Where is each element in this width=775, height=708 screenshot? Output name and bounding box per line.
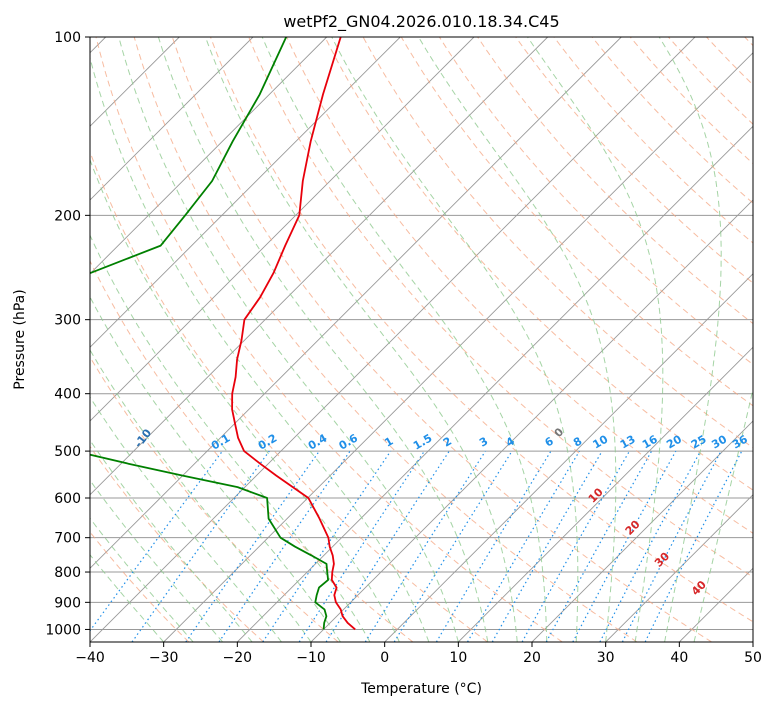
dry-adiabat-line <box>324 37 753 491</box>
plot-area: 0.10.20.40.611.52346810131620253036-100-… <box>90 37 753 642</box>
moist-adiabat-line <box>90 517 194 642</box>
mixing-ratio-line <box>572 450 677 642</box>
isotherm-line <box>90 37 696 642</box>
mixing-ratio-line <box>185 450 320 642</box>
mixing-ratio-line <box>298 450 425 642</box>
moist-adiabat-line <box>693 386 753 642</box>
moist-adiabat-line <box>204 37 518 642</box>
isotherm-line <box>163 52 753 642</box>
y-axis-ticks: 1000 900 800 700 600 500 400 300 200 100 <box>45 30 90 638</box>
isotherm-line <box>90 37 328 275</box>
moist-adiabat-line <box>90 479 223 642</box>
moist-adiabat-line <box>261 37 548 642</box>
y-tick-label: 100 <box>54 30 81 46</box>
y-tick-label: 900 <box>54 595 81 611</box>
isotherm-line <box>384 273 753 642</box>
isotherm-line <box>90 37 401 348</box>
isotherm-line <box>531 420 753 642</box>
temperature-profile-line <box>231 37 356 631</box>
y-tick-label: 300 <box>54 313 81 329</box>
x-tick-label: 40 <box>670 650 688 666</box>
x-tick-label: −30 <box>149 650 179 666</box>
moist-adiabat-line <box>331 37 579 642</box>
moist-adiabats <box>90 37 753 642</box>
mixing-ratio-line <box>393 450 513 642</box>
plot-frame <box>89 36 754 643</box>
profile-series <box>90 37 356 631</box>
dry-adiabat-line <box>210 37 753 623</box>
moist-adiabat-line <box>90 296 341 642</box>
isotherm-line <box>457 346 753 642</box>
moist-adiabat-line <box>418 37 617 642</box>
mixing-ratio-lines <box>90 450 743 642</box>
moist-adiabat-line <box>658 37 722 642</box>
moist-adiabat-line <box>90 234 371 642</box>
x-axis-label: Temperature (°C) <box>360 681 482 697</box>
y-tick-label: 400 <box>54 387 81 403</box>
dry-adiabat-line <box>95 37 563 642</box>
moist-adiabat-line <box>90 55 430 642</box>
y-tick-label: 800 <box>54 565 81 581</box>
mixing-ratio-line <box>466 450 580 642</box>
dewpoint-profile-line <box>90 37 329 630</box>
y-tick-label: 1000 <box>45 622 81 638</box>
dry-adiabat-line <box>90 445 264 642</box>
y-tick-label: 200 <box>54 208 81 224</box>
isotherm-line <box>90 37 549 496</box>
isotherm-line <box>605 494 753 642</box>
dry-adiabat-line <box>133 37 638 642</box>
isotherm-gridlines <box>90 37 753 642</box>
isotherm-line <box>90 37 622 569</box>
x-tick-label: −10 <box>296 650 326 666</box>
x-tick-label: 20 <box>523 650 541 666</box>
isobar-gridlines <box>90 37 753 630</box>
moist-adiabat-line <box>90 158 400 642</box>
isotherm-line <box>90 37 254 201</box>
isotherm-line <box>90 37 475 422</box>
y-tick-label: 700 <box>54 531 81 547</box>
x-tick-label: 30 <box>597 650 615 666</box>
x-axis-ticks: −40 −30 −20 −10 0 10 20 30 40 50 <box>75 642 762 666</box>
mixing-ratio-line <box>435 450 552 642</box>
moist-adiabat-line <box>527 37 664 642</box>
dry-adiabat-line <box>248 37 753 578</box>
x-tick-label: −40 <box>75 650 105 666</box>
mixing-ratio-line <box>325 450 450 642</box>
x-tick-label: 0 <box>380 650 389 666</box>
x-tick-label: 50 <box>744 650 762 666</box>
mixing-ratio-line <box>262 450 392 642</box>
x-tick-label: 10 <box>449 650 467 666</box>
dry-adiabat-line <box>90 259 414 642</box>
y-tick-label: 600 <box>54 491 81 507</box>
moist-adiabat-line <box>90 439 253 642</box>
moist-adiabat-line <box>157 37 489 642</box>
dry-adiabat-line <box>286 37 753 534</box>
y-axis-label: Pressure (hPa) <box>12 289 28 389</box>
moist-adiabat-line <box>90 349 312 642</box>
mixing-ratio-line <box>364 450 486 642</box>
chart-title: wetPf2_GN04.2026.010.18.34.C45 <box>283 12 559 32</box>
isotherm-line <box>236 125 753 642</box>
y-tick-label: 500 <box>54 444 81 460</box>
dry-adiabat-line <box>515 37 753 284</box>
dry-adiabat-line <box>171 37 712 642</box>
mixing-ratio-line <box>599 450 702 642</box>
mixing-ratio-line <box>218 450 351 642</box>
moist-adiabat-line <box>90 554 165 642</box>
moist-adiabat-line <box>118 37 459 642</box>
x-tick-label: −20 <box>223 650 253 666</box>
